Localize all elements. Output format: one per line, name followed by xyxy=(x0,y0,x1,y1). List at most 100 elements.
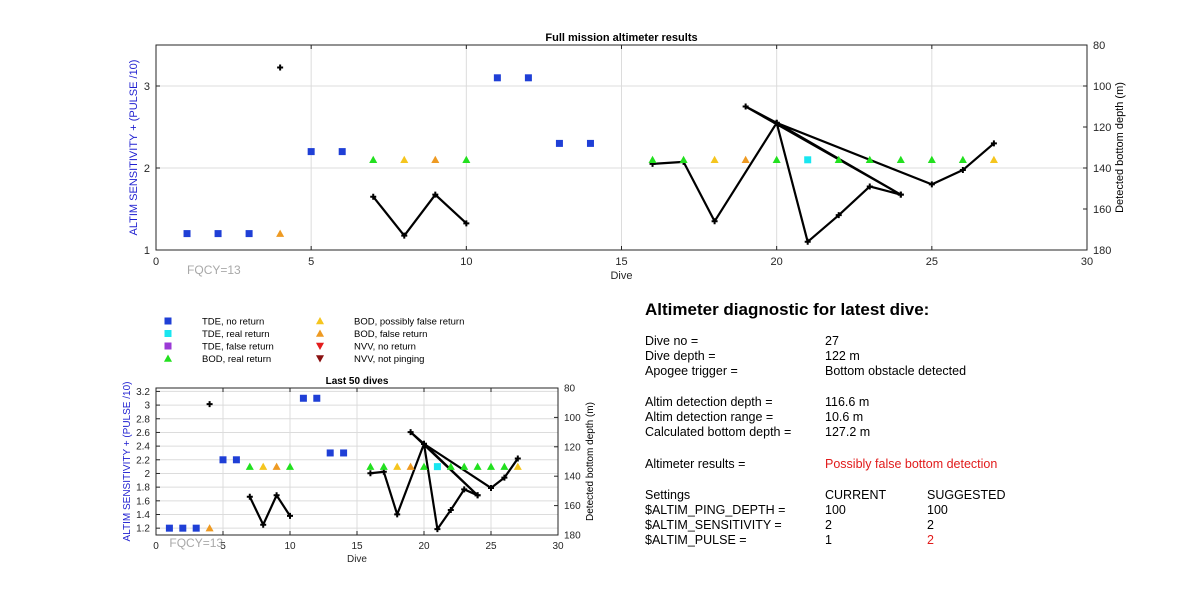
bottom-chart-y-tick-label: 2.2 xyxy=(136,455,150,466)
bottom-chart-marker-bod-real-return xyxy=(486,462,496,470)
bottom-chart-y-tick-label: 2 xyxy=(144,469,150,480)
top-chart-marker-tde-no-return xyxy=(338,148,346,156)
top-chart-y-tick-label: 2 xyxy=(144,163,150,175)
top-chart-bottom-depth-point xyxy=(277,64,284,71)
top-chart-bottom-depth-point xyxy=(463,220,470,227)
bottom-chart-marker-bod-real-return xyxy=(379,462,388,470)
top-chart-marker-bod-real-return xyxy=(958,155,967,164)
bottom-chart-x-tick-label: 25 xyxy=(485,541,497,552)
bottom-chart-bottom-depth-point xyxy=(514,455,521,462)
top-chart-bottom-depth-point xyxy=(804,238,811,245)
top-chart-right-tick-label: 100 xyxy=(1093,81,1111,93)
top-chart-x-tick-label: 10 xyxy=(460,256,472,268)
top-chart-bottom-depth-point xyxy=(401,232,408,239)
top-chart-bottom-depth-point xyxy=(742,103,749,110)
setting-name: $ALTIM_SENSITIVITY = xyxy=(645,518,782,532)
bottom-chart-marker-bod-real-return xyxy=(473,462,482,470)
bottom-chart-right-tick-label: 180 xyxy=(564,531,581,542)
bottom-chart-marker-bod-real-return xyxy=(419,462,429,470)
setting-suggested-changed: 2 xyxy=(927,533,934,547)
top-chart-x-tick-label: 15 xyxy=(615,256,627,268)
setting-name: $ALTIM_PULSE = xyxy=(645,533,747,547)
setting-name: $ALTIM_PING_DEPTH = xyxy=(645,503,786,517)
bottom-chart-bottom-depth-point xyxy=(394,511,401,518)
top-chart-right-tick-label: 80 xyxy=(1093,40,1105,52)
legend-label: TDE, false return xyxy=(202,342,274,353)
top-chart-marker-tde-no-return xyxy=(245,230,253,238)
diag-label: Calculated bottom depth = xyxy=(645,425,792,439)
bottom-chart-y-tick-label: 1.4 xyxy=(136,510,150,521)
top-chart-right-tick-label: 180 xyxy=(1093,245,1111,257)
bottom-chart-fqcy-annotation: FQCY=13 xyxy=(169,536,223,550)
bottom-chart-marker-bod-real-return xyxy=(285,462,295,470)
top-chart-title: Full mission altimeter results xyxy=(545,32,697,44)
bottom-chart-right-tick-label: 100 xyxy=(564,413,581,424)
top-chart-bottom-depth-point xyxy=(959,167,966,174)
bottom-chart-marker-bod-real-return xyxy=(245,462,254,470)
bottom-chart-y-tick-label: 1.2 xyxy=(136,524,150,535)
bottom-chart-bottom-depth-point xyxy=(407,429,414,436)
diag-label: Dive no = xyxy=(645,334,699,348)
legend-label: BOD, false return xyxy=(354,329,427,340)
diag-value: 27 xyxy=(825,334,839,348)
legend-marker xyxy=(315,342,325,351)
bottom-chart-bottom-depth-point xyxy=(206,401,213,408)
bottom-chart-marker-tde-no-return xyxy=(219,456,227,464)
diag-label: Altimeter results = xyxy=(645,457,746,471)
bottom-chart-marker-bod-real-return xyxy=(460,462,469,470)
diag-value: Bottom obstacle detected xyxy=(825,364,967,378)
setting-current: 1 xyxy=(825,533,832,547)
top-chart-marker-bod-possibly-false-return xyxy=(710,155,719,164)
bottom-chart-x-tick-label: 0 xyxy=(153,541,159,552)
diag-label: Dive depth = xyxy=(645,349,716,363)
top-chart-x-tick-label: 20 xyxy=(771,256,783,268)
bottom-chart-marker-tde-no-return xyxy=(313,394,321,402)
bottom-chart-marker-bod-false-return xyxy=(406,462,415,470)
legend-label: TDE, real return xyxy=(202,329,270,340)
bottom-chart-marker-bod-false-return xyxy=(205,524,214,532)
top-chart-marker-bod-real-return xyxy=(648,155,657,164)
top-chart-right-tick-label: 160 xyxy=(1093,204,1111,216)
settings-current-header: CURRENT xyxy=(825,488,887,502)
top-chart-left-axis-label: ALTIM SENSITIVITY + (PULSE /10) xyxy=(128,60,140,236)
bottom-chart-marker-bod-possibly-false-return xyxy=(513,462,522,470)
diag-value: 10.6 m xyxy=(825,410,864,424)
bottom-chart-marker-tde-no-return xyxy=(192,524,200,532)
top-chart-fqcy-annotation: FQCY=13 xyxy=(187,263,241,277)
top-chart-marker-bod-possibly-false-return xyxy=(400,155,409,164)
top-chart-marker-bod-real-return xyxy=(369,155,378,164)
diag-label: Apogee trigger = xyxy=(645,364,738,378)
legend-marker xyxy=(164,317,172,325)
bottom-chart-x-tick-label: 15 xyxy=(351,541,363,552)
bottom-chart-marker-tde-no-return xyxy=(299,394,307,402)
legend-label: NVV, no return xyxy=(354,342,416,353)
bottom-chart-y-tick-label: 2.4 xyxy=(136,442,150,453)
top-chart-marker-bod-false-return xyxy=(741,155,750,164)
bottom-chart-marker-bod-false-return xyxy=(272,462,281,470)
bottom-chart-y-tick-label: 3.2 xyxy=(136,387,150,398)
setting-current: 2 xyxy=(825,518,832,532)
bottom-chart-bottom-depth-segment xyxy=(248,493,291,528)
top-chart-marker-bod-real-return xyxy=(834,155,843,164)
top-chart-marker-tde-no-return xyxy=(493,74,501,82)
top-chart-bottom-depth-point xyxy=(928,181,935,188)
bottom-chart-x-axis-label: Dive xyxy=(347,554,367,565)
altimeter-result-value: Possibly false bottom detection xyxy=(825,457,998,471)
top-chart-marker-bod-real-return xyxy=(772,155,781,164)
bottom-chart-bottom-depth-point xyxy=(501,474,508,481)
bottom-chart-bottom-depth-point xyxy=(287,512,293,519)
bottom-chart-y-tick-label: 2.8 xyxy=(136,414,150,425)
bottom-chart-bottom-depth-point xyxy=(273,492,280,499)
top-chart-marker-tde-no-return xyxy=(524,74,532,82)
top-chart-bottom-depth-line xyxy=(652,105,995,243)
top-chart-x-tick-label: 0 xyxy=(153,256,159,268)
legend-label: BOD, possibly false return xyxy=(354,317,464,328)
top-chart-bottom-depth-point xyxy=(866,183,873,190)
top-chart-marker-tde-real-return xyxy=(804,156,812,164)
bottom-chart-right-tick-label: 120 xyxy=(564,442,581,453)
diag-label: Altim detection range = xyxy=(645,410,774,424)
top-chart-y-tick-label: 1 xyxy=(144,245,150,257)
top-chart-marker-bod-false-return xyxy=(431,155,440,164)
setting-suggested: 100 xyxy=(927,503,948,517)
